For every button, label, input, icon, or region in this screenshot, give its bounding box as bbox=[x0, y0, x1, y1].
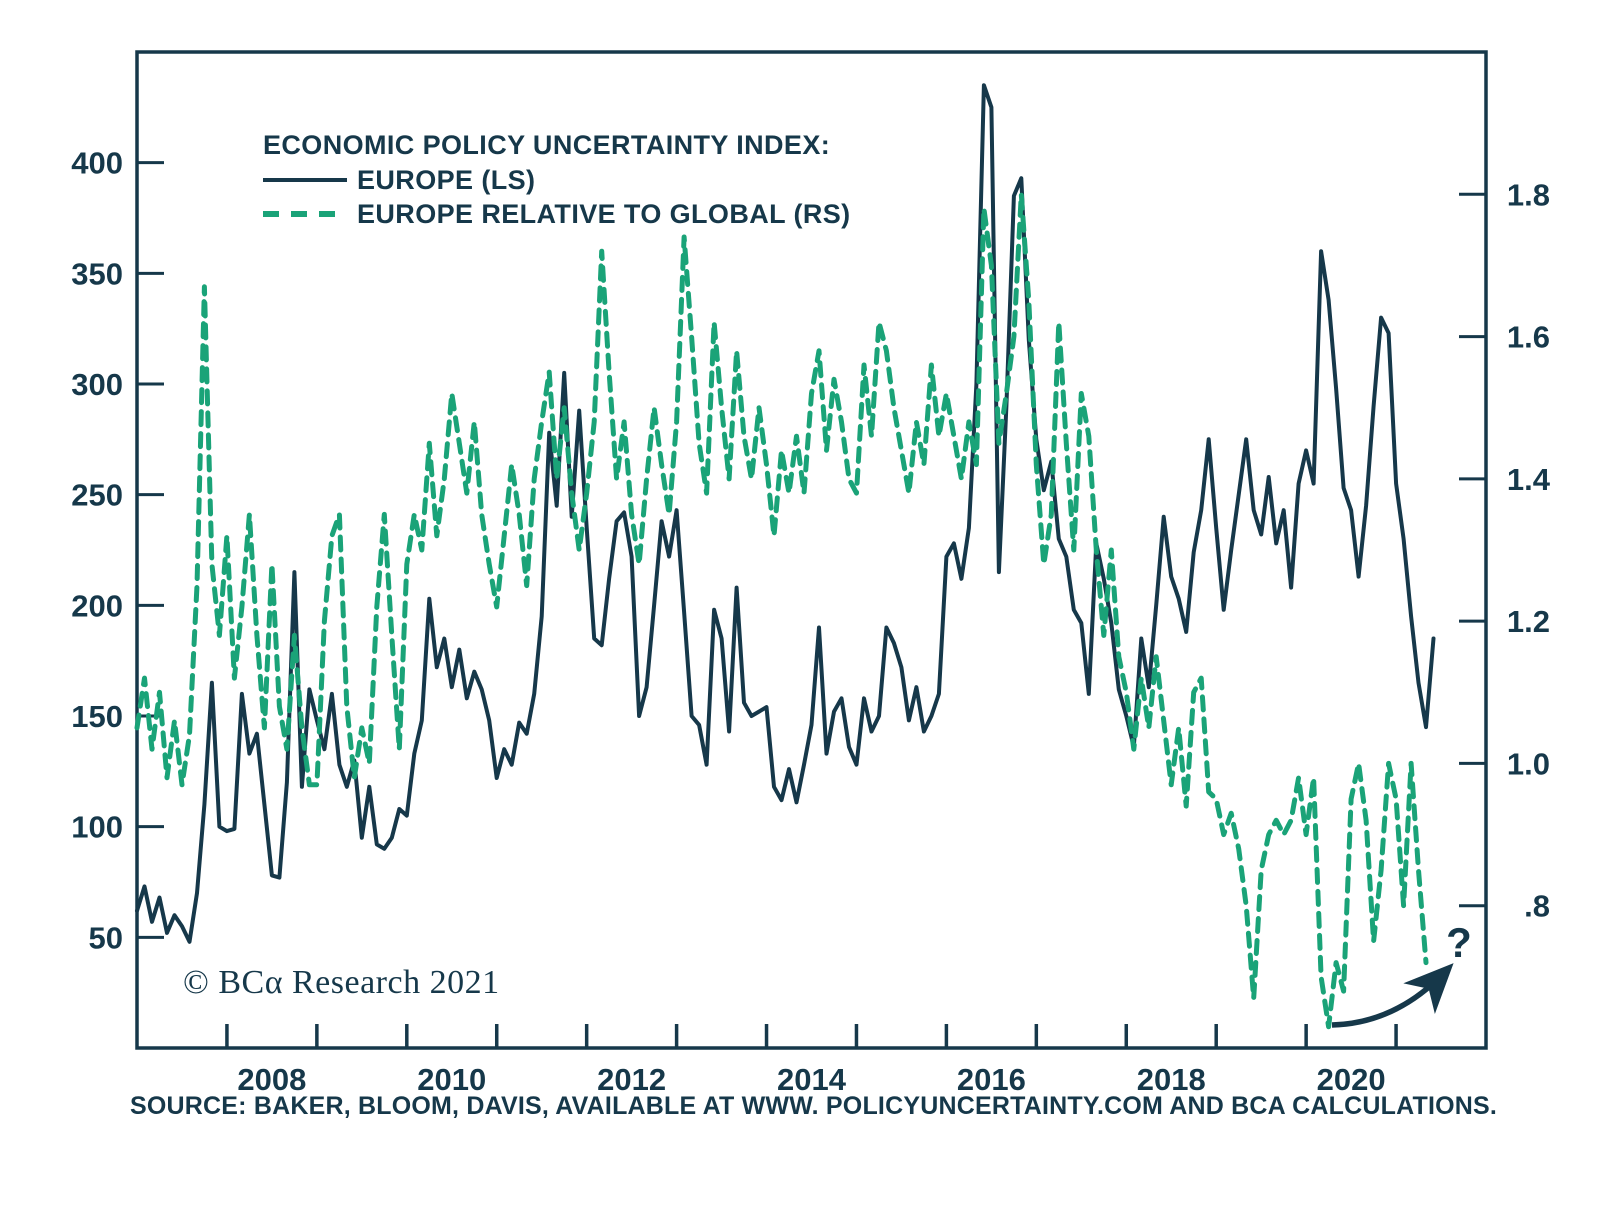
question-mark-annotation: ? bbox=[1446, 919, 1472, 966]
legend-label-europe: EUROPE (LS) bbox=[357, 164, 536, 195]
bca-research-watermark: © BCα Research 2021 bbox=[183, 964, 500, 1001]
y-left-tick-label: 250 bbox=[71, 478, 123, 513]
legend-label-relative: EUROPE RELATIVE TO GLOBAL (RS) bbox=[357, 198, 851, 229]
y-left-tick-label: 300 bbox=[71, 367, 123, 402]
source-note: SOURCE: BAKER, BLOOM, DAVIS, AVAILABLE A… bbox=[130, 1092, 1498, 1120]
y-left-tick-label: 150 bbox=[71, 699, 123, 734]
legend: ECONOMIC POLICY UNCERTAINTY INDEX: EUROP… bbox=[263, 130, 851, 229]
dashed-line-sample-icon bbox=[263, 211, 347, 217]
x-year-label: 2014 bbox=[777, 1062, 847, 1097]
legend-item-relative: EUROPE RELATIVE TO GLOBAL (RS) bbox=[263, 199, 851, 229]
y-right-tick-label: 1.6 bbox=[1507, 320, 1550, 355]
x-year-label: 2016 bbox=[957, 1062, 1026, 1097]
chart-title: ECONOMIC POLICY UNCERTAINTY INDEX: bbox=[263, 130, 831, 160]
y-left-tick-label: 50 bbox=[89, 920, 123, 955]
x-year-label: 2012 bbox=[597, 1062, 666, 1097]
y-right-tick-label: .8 bbox=[1524, 889, 1550, 924]
y-left-tick-label: 350 bbox=[71, 256, 123, 291]
solid-line-sample-icon bbox=[263, 178, 347, 182]
y-right-tick-label: 1.4 bbox=[1507, 462, 1551, 497]
y-left-tick-label: 200 bbox=[71, 588, 123, 623]
x-year-label: 2018 bbox=[1137, 1062, 1206, 1097]
legend-item-europe: EUROPE (LS) bbox=[263, 165, 851, 195]
series-europe-relative-rs bbox=[134, 191, 1429, 1030]
y-left-tick-label: 400 bbox=[71, 146, 123, 181]
y-right-tick-label: 1.8 bbox=[1507, 177, 1550, 212]
plot-border bbox=[135, 50, 1488, 1050]
x-year-label: 2020 bbox=[1317, 1062, 1386, 1097]
y-right-tick-label: 1.2 bbox=[1507, 604, 1550, 639]
x-year-label: 2008 bbox=[237, 1062, 306, 1097]
y-left-tick-label: 100 bbox=[71, 810, 123, 845]
x-year-label: 2010 bbox=[417, 1062, 486, 1097]
trend-arrow-icon bbox=[1331, 963, 1454, 1028]
y-right-tick-label: 1.0 bbox=[1507, 746, 1550, 781]
